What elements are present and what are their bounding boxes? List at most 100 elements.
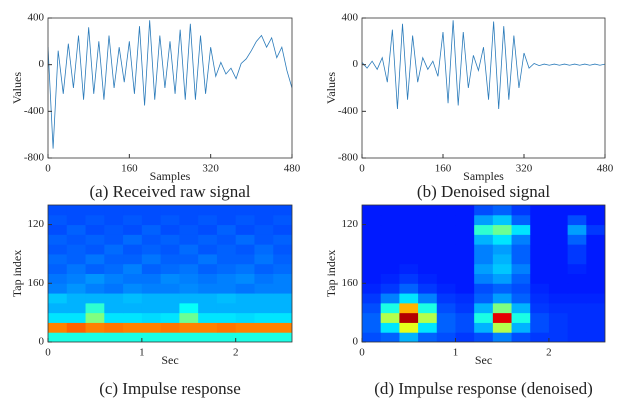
heat-cell [380,322,400,333]
heat-cell [123,205,143,216]
heat-cell [436,244,456,255]
heat-cell [198,332,218,342]
caption: (a) Received raw signal [90,182,251,201]
heat-cell [141,214,162,226]
heat-cell [273,263,292,274]
heat-cell [492,302,513,314]
heat-cell [586,312,605,323]
x-axis-label: Samples [150,169,191,183]
x-tick-label: 1 [453,347,459,359]
heat-cell [492,332,513,342]
heat-cell [548,244,569,255]
heat-cell [66,283,87,294]
heat-cell [567,293,587,304]
heat-cell [548,312,569,323]
heat-cell [179,322,199,333]
heat-cell [85,332,105,342]
heat-cell [104,244,124,255]
heat-cell [198,244,218,255]
y-tick-label: -800 [24,152,45,164]
heat-cell [141,253,162,265]
heat-cell [380,205,400,216]
heat-cell [141,224,162,235]
y-tick-label: 0 [39,336,45,348]
heat-cell [511,214,531,226]
heat-cell [436,205,456,216]
heat-cell [511,302,531,314]
heat-cell [216,273,237,284]
heat-cell [85,234,105,245]
heat-cell [254,234,274,245]
y-tick-label: 160 [28,277,45,289]
heat-cell [362,214,382,226]
heat-cell [418,312,438,323]
heat-cell [104,234,124,245]
heat-cell [492,322,513,333]
heat-cell [492,253,513,265]
heat-cell [85,273,105,284]
heat-cell [235,332,255,342]
signal-line [362,20,605,110]
heat-cell [418,332,438,342]
x-tick-label: 0 [45,163,51,175]
heat-cell [254,302,274,314]
heat-cell [511,312,531,323]
heat-cell [418,283,438,294]
heat-cell [48,253,68,265]
heat-cell [399,283,419,294]
heat-cell [399,205,419,216]
heat-cell [216,312,237,323]
heat-cell [48,224,68,235]
heat-cell [418,253,438,265]
x-axis-label: Sec [475,353,492,367]
heat-cell [160,273,180,284]
y-tick-label: 400 [342,12,359,24]
heat-cell [273,312,292,323]
heat-cell [530,244,550,255]
heat-cell [455,263,475,274]
heat-cell [586,214,605,226]
y-tick-label: 400 [28,12,45,24]
heat-cell [141,234,162,245]
heat-cell [474,253,494,265]
heat-cell [548,214,569,226]
heat-cell [179,293,199,304]
heat-cell [104,214,124,226]
heat-cell [567,322,587,333]
heat-cell [85,312,105,323]
heat-cell [198,302,218,314]
heat-cell [492,205,513,216]
heat-cell [548,273,569,284]
heat-cell [548,205,569,216]
heat-cell [418,234,438,245]
heat-cell [548,253,569,265]
heat-cell [586,205,605,216]
heat-cell [455,312,475,323]
heat-cell [179,253,199,265]
heat-cell [492,214,513,226]
y-tick-label: 160 [342,277,359,289]
heat-cell [48,312,68,323]
heat-cell [455,253,475,265]
heat-cell [160,283,180,294]
heat-cell [418,244,438,255]
heat-cell [198,214,218,226]
y-tick-label: 0 [353,336,359,348]
heat-cell [455,273,475,284]
heat-cell [198,322,218,333]
heat-cell [436,322,456,333]
heat-cell [141,205,162,216]
heat-cell [66,234,87,245]
x-axis-label: Sec [161,353,178,367]
heat-cell [66,293,87,304]
heat-cell [66,302,87,314]
heat-cell [380,244,400,255]
heat-cell [399,312,419,323]
heat-cell [418,322,438,333]
heat-cell [254,224,274,235]
y-axis-label: Values [10,72,24,104]
x-tick-label: 160 [121,163,138,175]
heat-cell [160,244,180,255]
heat-cell [474,244,494,255]
heat-cell [273,273,292,284]
